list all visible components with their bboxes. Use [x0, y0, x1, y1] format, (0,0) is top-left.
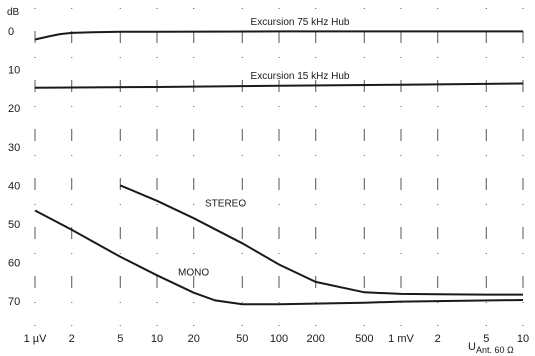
y-tick-label-2: 20 — [8, 103, 20, 115]
y-tick-label-7: 70 — [8, 296, 20, 308]
x-tick-label-3: 10 — [151, 333, 163, 345]
x-tick-label-9: 1 mV — [388, 333, 414, 345]
y-tick-label-5: 50 — [8, 219, 20, 231]
x-tick-label-1: 2 — [69, 333, 75, 345]
x-tick-label-0: 1 µV — [24, 333, 48, 345]
series-annotations: Excursion 75 kHz Hub Excursion 15 kHz Hub… — [178, 17, 350, 278]
y-tick-labels: 0 10 20 30 40 50 60 70 — [8, 26, 20, 308]
x-tick-label-4: 20 — [188, 333, 200, 345]
series-line-0 — [34, 30, 523, 41]
x-tick-label-5: 50 — [236, 333, 248, 345]
y-axis-label: dB — [7, 7, 20, 18]
series-lines — [34, 30, 524, 306]
y-tick-label-4: 40 — [8, 180, 20, 192]
x-axis-label: UAnt. 60 Ω — [468, 341, 514, 355]
x-tick-labels: 1 µV 2 5 10 20 50 100 200 500 1 mV 2 5 10 — [24, 333, 530, 345]
series-label-2: STEREO — [205, 199, 246, 210]
series-label-3: MONO — [178, 267, 209, 278]
series-line-2 — [119, 184, 523, 296]
series-line-3 — [34, 209, 524, 306]
guide-markers — [34, 8, 524, 326]
x-tick-label-8: 500 — [355, 333, 373, 345]
y-tick-label-6: 60 — [8, 258, 20, 270]
series-line-1 — [34, 82, 524, 89]
x-tick-label-10: 2 — [435, 333, 441, 345]
x-axis-label-subscript: Ant. 60 Ω — [476, 345, 514, 355]
y-tick-label-1: 10 — [8, 65, 20, 77]
x-tick-label-11: 5 — [483, 333, 489, 345]
x-tick-label-7: 200 — [307, 333, 325, 345]
x-tick-label-6: 100 — [270, 333, 288, 345]
x-tick-label-12: 10 — [517, 333, 529, 345]
y-tick-label-3: 30 — [8, 142, 20, 154]
series-label-1: Excursion 15 kHz Hub — [251, 71, 350, 82]
y-tick-label-0: 0 — [8, 26, 14, 38]
x-tick-label-2: 5 — [117, 333, 123, 345]
x-axis-label-main: U — [468, 341, 476, 353]
series-label-0: Excursion 75 kHz Hub — [251, 17, 350, 28]
